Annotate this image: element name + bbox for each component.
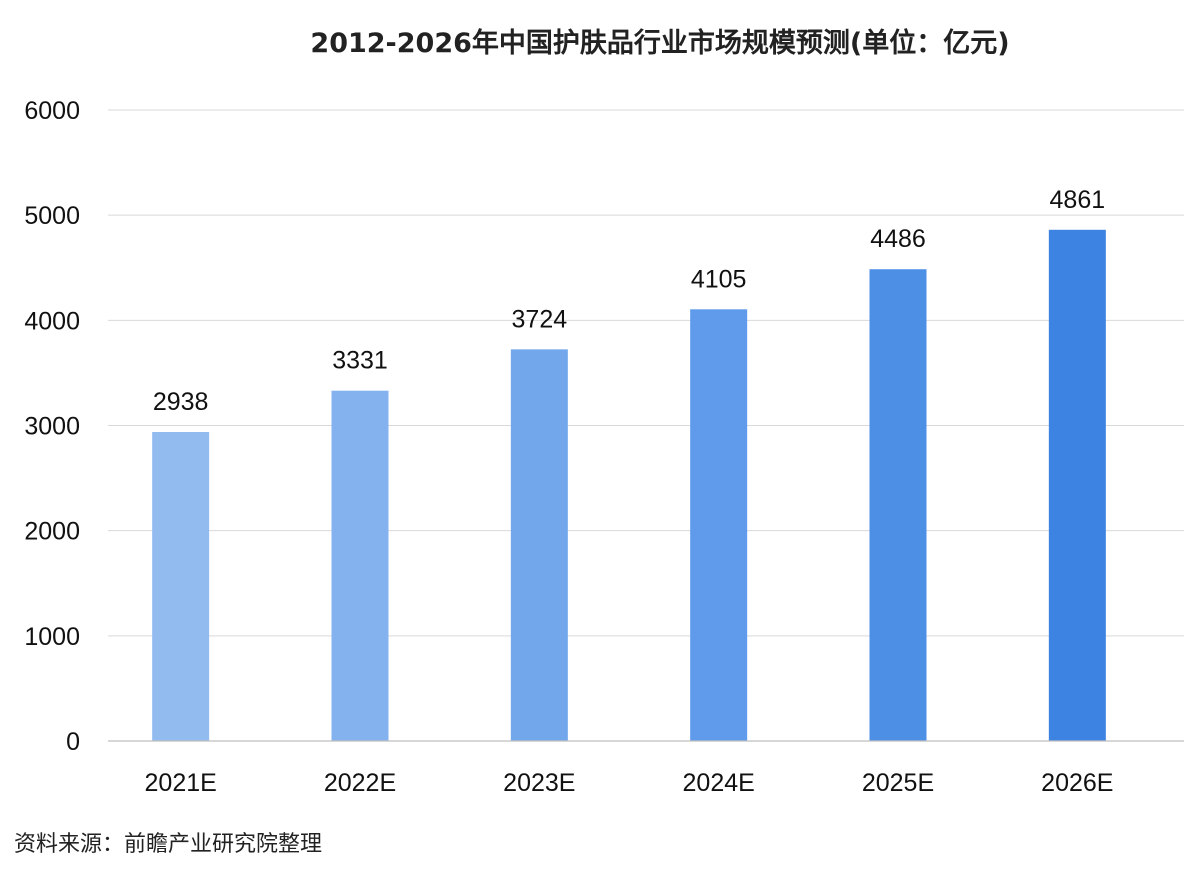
bar-2025E xyxy=(869,269,927,741)
data-label: 4486 xyxy=(870,225,926,253)
x-tick-label: 2021E xyxy=(145,769,217,797)
data-label: 2938 xyxy=(153,388,209,416)
x-tick-label: 2023E xyxy=(503,769,575,797)
data-labels: 2938 3331 3724 4105 4486 4861 xyxy=(153,186,1105,416)
gridlines xyxy=(108,109,1184,637)
bar-chart: 2012-2026年中国护肤品行业市场规模预测(单位：亿元) 0 1000 2000… xyxy=(24,27,1184,797)
bar-2023E xyxy=(510,349,568,741)
data-label: 3331 xyxy=(332,347,388,375)
bar-2021E xyxy=(152,432,210,741)
data-label: 4861 xyxy=(1050,186,1106,214)
y-tick-label: 0 xyxy=(66,728,80,756)
bar-2022E xyxy=(331,390,389,741)
y-axis-ticks: 0 1000 2000 3000 4000 5000 6000 xyxy=(24,97,80,756)
y-tick-label: 1000 xyxy=(24,623,80,651)
y-tick-label: 2000 xyxy=(24,518,80,546)
chart-title: 2012-2026年中国护肤品行业市场规模预测(单位：亿元) xyxy=(310,27,1009,59)
x-tick-label: 2025E xyxy=(862,769,934,797)
x-tick-label: 2026E xyxy=(1041,769,1113,797)
x-tick-label: 2024E xyxy=(683,769,755,797)
data-label: 3724 xyxy=(512,305,568,333)
y-tick-label: 4000 xyxy=(24,307,80,335)
y-tick-label: 3000 xyxy=(24,413,80,441)
data-label: 4105 xyxy=(691,265,747,293)
y-tick-label: 6000 xyxy=(24,97,80,125)
x-tick-label: 2022E xyxy=(324,769,396,797)
bars xyxy=(152,229,1106,741)
source-note: 资料来源：前瞻产业研究院整理 xyxy=(14,832,323,857)
bar-2026E xyxy=(1048,229,1106,741)
bar-2024E xyxy=(690,309,748,741)
x-axis-ticks: 2021E 2022E 2023E 2024E 2025E 2026E xyxy=(145,769,1114,797)
y-tick-label: 5000 xyxy=(24,202,80,230)
